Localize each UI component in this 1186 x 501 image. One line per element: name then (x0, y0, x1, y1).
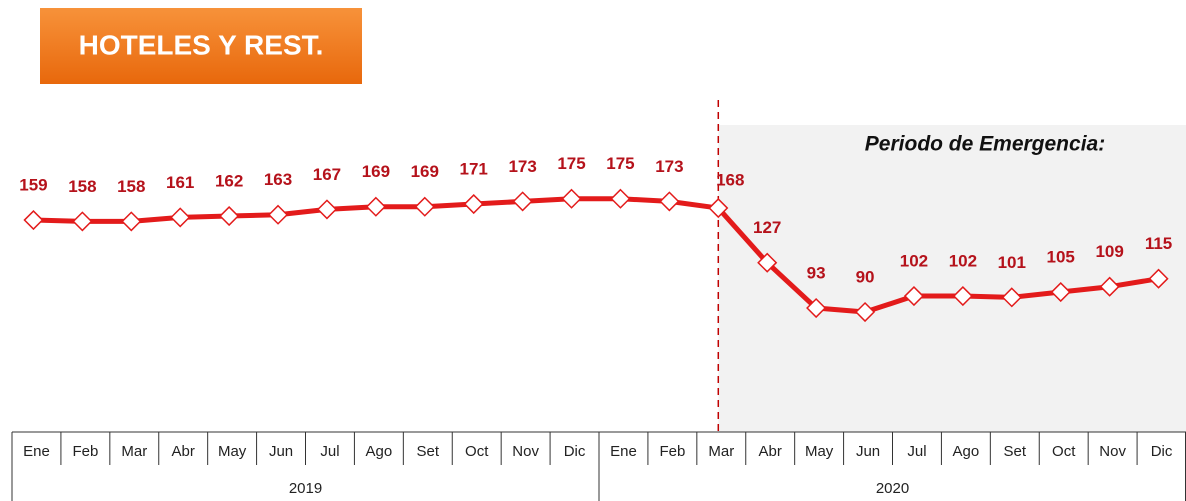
title-box (40, 8, 362, 84)
x-tick-label: May (805, 443, 834, 460)
emergency-region (718, 125, 1186, 432)
marker (1001, 287, 1022, 308)
marker (806, 297, 827, 319)
data-label: 169 (362, 162, 390, 181)
marker (561, 188, 582, 209)
x-tick-label: Nov (1099, 443, 1126, 460)
data-label: 161 (166, 173, 194, 192)
marker (757, 252, 778, 273)
marker (610, 188, 631, 209)
marker (219, 205, 240, 227)
x-tick-label: Dic (564, 443, 586, 460)
x-tick-label: Jul (907, 443, 926, 460)
data-label: 101 (998, 253, 1026, 272)
x-tick-label: Abr (172, 443, 195, 460)
data-label: 102 (900, 252, 928, 271)
marker (23, 209, 44, 231)
marker (952, 285, 973, 307)
x-group-label: 2020 (876, 480, 909, 497)
marker (854, 301, 876, 323)
marker (708, 197, 729, 219)
data-label: 158 (117, 177, 145, 196)
data-label: 159 (19, 176, 47, 195)
x-tick-label: Feb (72, 443, 98, 460)
data-label: 169 (411, 162, 439, 181)
x-tick-label: Ene (610, 443, 637, 460)
marker (316, 199, 338, 220)
marker (170, 207, 191, 228)
x-tick-label: Jul (320, 443, 339, 460)
chart-title: HOTELES Y REST. (79, 29, 324, 60)
x-tick-label: Ene (23, 443, 50, 460)
marker (659, 191, 680, 212)
data-label: 105 (1047, 248, 1075, 267)
marker (903, 285, 925, 307)
data-label: 158 (68, 177, 96, 196)
x-tick-label: May (218, 443, 247, 460)
marker (72, 211, 93, 232)
x-tick-label: Ago (366, 443, 393, 460)
marker (463, 193, 484, 215)
data-label: 162 (215, 172, 243, 191)
marker (365, 196, 386, 217)
data-label: 167 (313, 165, 341, 184)
x-tick-label: Abr (759, 443, 782, 460)
data-label: 109 (1095, 242, 1123, 261)
x-tick-label: Oct (465, 443, 489, 460)
x-tick-label: Jun (856, 443, 880, 460)
data-label: 115 (1145, 234, 1172, 253)
x-tick-label: Oct (1052, 443, 1076, 460)
x-tick-label: Jun (269, 443, 293, 460)
marker (121, 211, 142, 232)
x-tick-label: Nov (512, 443, 539, 460)
data-label: 163 (264, 170, 292, 189)
data-label: 127 (753, 218, 781, 237)
data-label: 173 (655, 157, 683, 176)
x-tick-label: Ago (953, 443, 980, 460)
data-label: 175 (557, 154, 585, 173)
x-tick-label: Mar (708, 443, 734, 460)
marker (414, 196, 435, 217)
x-tick-label: Mar (121, 443, 147, 460)
marker (1099, 276, 1120, 297)
marker (512, 191, 533, 212)
x-tick-label: Set (1004, 443, 1027, 460)
marker (267, 204, 289, 225)
data-label: 102 (949, 252, 977, 271)
marker (1050, 281, 1071, 303)
data-label: 90 (856, 268, 875, 287)
x-group-label: 2019 (289, 480, 322, 497)
x-tick-label: Dic (1151, 443, 1173, 460)
data-label: 168 (716, 171, 744, 190)
annotation: Periodo de Emergencia: (865, 133, 1105, 156)
data-label: 173 (508, 157, 536, 176)
x-tick-label: Set (417, 443, 440, 460)
marker (1148, 268, 1169, 289)
data-label: 171 (460, 160, 488, 179)
data-label: 175 (606, 154, 634, 173)
data-label: 93 (807, 264, 826, 283)
x-tick-label: Feb (659, 443, 685, 460)
